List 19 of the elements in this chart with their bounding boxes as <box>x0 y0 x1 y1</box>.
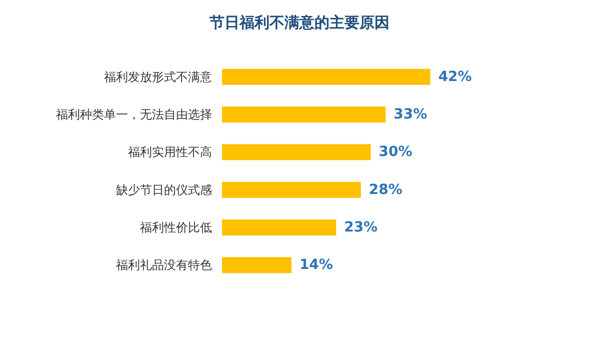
y-tick-label: 福利性价比低 <box>140 220 212 234</box>
data-label: 33% <box>394 106 428 122</box>
y-tick-label: 福利种类单一，无法自由选择 <box>56 108 212 122</box>
data-label: 42% <box>438 68 472 85</box>
data-label: 28% <box>368 182 402 198</box>
bar <box>222 220 336 236</box>
chart-title: 节日福利不满意的主要原因 <box>208 14 390 32</box>
bar <box>222 257 292 274</box>
data-label: 30% <box>378 144 412 160</box>
bar <box>222 144 371 160</box>
data-label: 23% <box>344 220 378 236</box>
bar <box>222 106 386 122</box>
bar <box>222 182 361 198</box>
y-tick-label: 福利实用性不高 <box>128 145 212 160</box>
data-label: 14% <box>299 257 333 274</box>
y-tick-label: 缺少节日的仪式感 <box>116 182 212 197</box>
y-tick-label: 福利发放形式不满意 <box>104 70 212 84</box>
y-tick-label: 福利礼品没有特色 <box>116 258 212 272</box>
bar <box>222 68 430 85</box>
